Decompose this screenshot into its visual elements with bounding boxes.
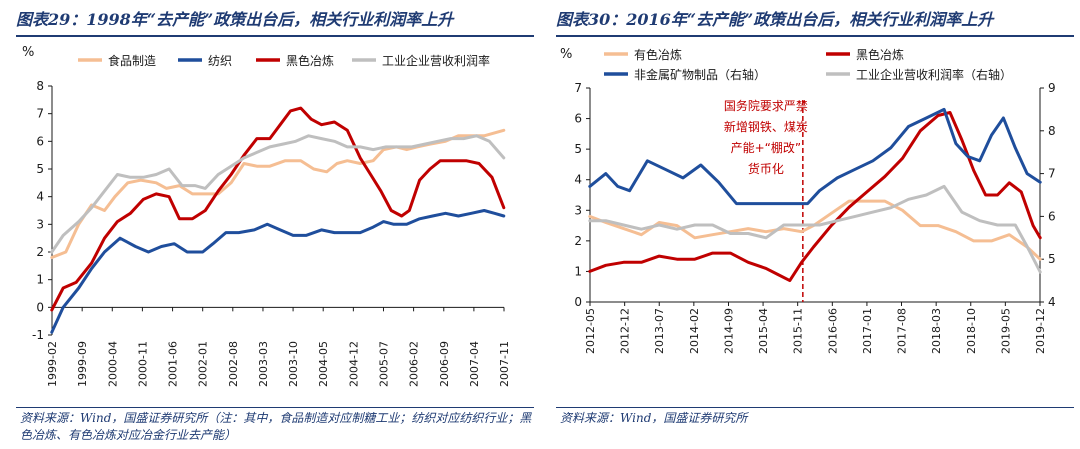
x-tick-label: 2003-03 xyxy=(257,341,270,387)
y-tick-label: 0 xyxy=(36,300,44,314)
y-tick-label: 3 xyxy=(36,217,44,231)
x-tick-label: 2002-08 xyxy=(227,341,240,387)
series-line xyxy=(588,184,1042,274)
x-tick-label: 2004-05 xyxy=(317,341,330,387)
legend-label: 工业企业营收利润率（右轴） xyxy=(856,67,1012,82)
x-tick-label: 2002-01 xyxy=(197,341,210,387)
x-tick-label: 2014-09 xyxy=(722,308,735,354)
source-note-left: 资料来源：Wind，国盛证券研究所（注：其中，食品制造对应制糖工业；纺织对应纺织… xyxy=(20,411,532,442)
y-tick-label: 4 xyxy=(36,190,44,204)
x-tick-label: 2019-05 xyxy=(999,308,1012,354)
x-tick-label: 2013-07 xyxy=(653,308,666,354)
y2-tick-label: 4 xyxy=(1048,295,1056,309)
chart-title-left: 图表29：1998年“去产能”政策出台后，相关行业利润率上升 xyxy=(16,10,454,29)
footer-rule-right xyxy=(556,407,1074,408)
x-tick-label: 2007-11 xyxy=(498,341,511,387)
series-line xyxy=(588,199,1042,261)
series-line xyxy=(50,106,506,312)
legend-label: 黑色冶炼 xyxy=(856,47,904,62)
y-tick-label: 3 xyxy=(574,203,582,217)
x-tick-label: 2012-12 xyxy=(619,308,632,354)
y-tick-label: 1 xyxy=(36,273,44,287)
chart-panel-right: 图表30：2016年“去产能”政策出台后，相关行业利润率上升 % 0 1 2 3 4 5 6 7… xyxy=(548,0,1078,449)
title-rule-right xyxy=(556,35,1074,37)
line-chart-left: % -1 0 1 2 3 4 5 6 7 8 1999-02 1999-09 2000-04 2000-11… xyxy=(22,45,511,387)
y-tick-label: 6 xyxy=(36,134,44,148)
x-tick-label: 2006-09 xyxy=(438,341,451,387)
y2-tick-label: 8 xyxy=(1048,124,1056,138)
x-tick-label: 2019-12 xyxy=(1034,308,1047,354)
legend-label: 黑色冶炼 xyxy=(286,53,334,68)
x-tick-label: 2007-04 xyxy=(468,341,481,387)
series-line xyxy=(50,134,506,254)
x-tick-label: 2017-01 xyxy=(861,308,874,354)
y-tick-label: -1 xyxy=(32,328,44,342)
y-tick-label: 5 xyxy=(36,162,44,176)
policy-annotation-line: 新增钢铁、煤炭 xyxy=(724,119,808,134)
legend-label: 食品制造 xyxy=(108,53,156,68)
x-tick-label: 2003-10 xyxy=(287,341,300,387)
footer-rule-left xyxy=(16,407,534,408)
x-tick-label: 2005-07 xyxy=(377,341,390,387)
x-tick-label: 2018-10 xyxy=(965,308,978,354)
y-axis-unit: % xyxy=(22,45,34,60)
legend-label: 纺织 xyxy=(208,54,232,68)
line-chart-right: % 0 1 2 3 4 5 6 7 4 5 6 7 8 9 2012-05 2012-12 2013-07 2014… xyxy=(560,47,1056,354)
title-rule-left xyxy=(16,35,534,37)
y2-tick-label: 5 xyxy=(1048,252,1056,266)
y-tick-label: 1 xyxy=(574,264,582,278)
x-tick-label: 1999-09 xyxy=(76,341,89,387)
chart-title-right: 图表30：2016年“去产能”政策出台后，相关行业利润率上升 xyxy=(556,10,994,29)
x-tick-label: 2001-06 xyxy=(167,341,180,387)
y-tick-label: 6 xyxy=(574,112,582,126)
series-line xyxy=(588,111,1042,283)
y-tick-label: 2 xyxy=(574,234,582,248)
x-tick-label: 2012-05 xyxy=(584,308,597,354)
x-tick-label: 2016-06 xyxy=(826,308,839,354)
policy-annotation-line: 国务院要求严禁 xyxy=(724,98,808,113)
x-tick-label: 2015-04 xyxy=(757,308,770,354)
policy-annotation-line: 货币化 xyxy=(748,161,784,176)
policy-annotation-line: 产能+“棚改” xyxy=(731,140,802,155)
x-tick-label: 2018-03 xyxy=(930,308,943,354)
y2-tick-label: 7 xyxy=(1048,167,1056,181)
series-line xyxy=(50,209,506,334)
y-tick-label: 7 xyxy=(36,107,44,121)
x-tick-label: 1999-02 xyxy=(46,341,59,387)
y2-tick-label: 9 xyxy=(1048,81,1056,95)
x-tick-label: 2006-02 xyxy=(408,341,421,387)
x-tick-label: 2017-08 xyxy=(896,308,909,354)
y-tick-label: 8 xyxy=(36,79,44,93)
source-note-right: 资料来源：Wind，国盛证券研究所 xyxy=(560,411,748,425)
y-tick-label: 2 xyxy=(36,245,44,259)
y-axis-unit: % xyxy=(560,47,572,62)
x-tick-label: 2000-11 xyxy=(136,341,149,387)
y-tick-label: 0 xyxy=(574,295,582,309)
x-tick-label: 2014-02 xyxy=(688,308,701,354)
legend-label: 非金属矿物制品（右轴） xyxy=(634,67,766,82)
x-tick-label: 2004-12 xyxy=(347,341,360,387)
x-tick-label: 2015-11 xyxy=(792,308,805,354)
y2-tick-label: 6 xyxy=(1048,209,1056,223)
series-line xyxy=(588,107,1042,206)
y-tick-label: 5 xyxy=(574,142,582,156)
x-tick-label: 2000-04 xyxy=(106,341,119,387)
y-tick-label: 7 xyxy=(574,81,582,95)
chart-panel-left: 图表29：1998年“去产能”政策出台后，相关行业利润率上升 % -1 0 1 2 3 4 5… xyxy=(8,0,538,449)
y-tick-label: 4 xyxy=(574,173,582,187)
legend-label: 工业企业营收利润率 xyxy=(382,53,490,68)
legend-label: 有色冶炼 xyxy=(634,47,682,62)
